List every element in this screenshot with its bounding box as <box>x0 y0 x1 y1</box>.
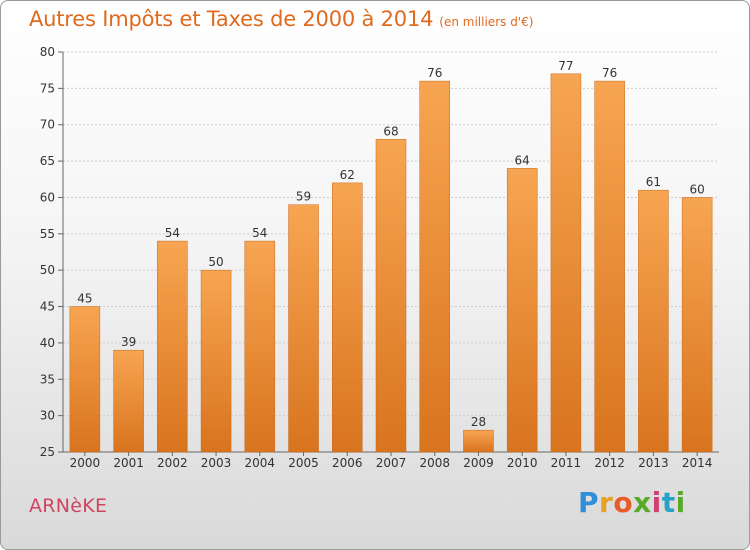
bar <box>681 197 713 453</box>
x-tick-label: 2005 <box>288 456 319 470</box>
x-tick-label: 2009 <box>463 456 494 470</box>
x-tick-label: 2004 <box>245 456 276 470</box>
data-label: 64 <box>515 153 530 167</box>
chart-unit-note: (en milliers d'€) <box>439 15 534 29</box>
x-tick-label: 2001 <box>113 456 144 470</box>
bar <box>157 240 188 453</box>
data-label: 28 <box>471 415 486 429</box>
y-tick-label: 45 <box>40 300 55 314</box>
y-tick-label: 80 <box>40 45 55 59</box>
x-tick-label: 2003 <box>201 456 232 470</box>
x-tick-label: 2010 <box>507 456 538 470</box>
data-label: 45 <box>77 292 92 306</box>
data-label: 59 <box>296 190 311 204</box>
bar <box>332 182 363 453</box>
x-tick-label: 2013 <box>638 456 669 470</box>
data-label: 50 <box>208 255 223 269</box>
y-tick-label: 70 <box>40 118 55 132</box>
x-tick-label: 2012 <box>594 456 625 470</box>
bar <box>113 349 144 453</box>
y-tick-label: 65 <box>40 154 55 168</box>
y-tick-label: 50 <box>40 263 55 277</box>
y-tick-label: 60 <box>40 190 55 204</box>
x-tick-label: 2014 <box>682 456 713 470</box>
bar <box>463 429 494 453</box>
data-label: 54 <box>252 226 267 240</box>
bar <box>506 168 538 453</box>
data-label: 68 <box>383 124 398 138</box>
x-tick-label: 2002 <box>157 456 188 470</box>
bar <box>244 240 276 453</box>
data-label: 60 <box>689 182 704 196</box>
data-label: 77 <box>558 59 573 73</box>
x-tick-label: 2007 <box>376 456 407 470</box>
bar <box>594 80 625 453</box>
bar <box>69 306 101 453</box>
y-tick-label: 55 <box>40 227 55 241</box>
bar <box>638 189 669 453</box>
x-tick-label: 2011 <box>551 456 582 470</box>
bar <box>419 80 450 453</box>
proxiti-logo: Proxiti <box>578 486 686 519</box>
y-tick-label: 25 <box>40 445 55 459</box>
bar <box>288 204 319 453</box>
y-tick-label: 40 <box>40 336 55 350</box>
y-tick-label: 30 <box>40 409 55 423</box>
chart-title-text: Autres Impôts et Taxes de 2000 à 2014 <box>29 7 434 31</box>
data-label: 62 <box>340 168 355 182</box>
bar <box>550 73 582 453</box>
chart-title: Autres Impôts et Taxes de 2000 à 2014 (en… <box>29 7 533 31</box>
x-tick-label: 2006 <box>332 456 363 470</box>
x-tick-label: 2008 <box>419 456 450 470</box>
data-label: 76 <box>602 66 617 80</box>
x-tick-label: 2000 <box>70 456 101 470</box>
data-label: 61 <box>646 175 661 189</box>
y-tick-label: 35 <box>40 372 55 386</box>
bar <box>200 269 232 453</box>
city-name: ARNèKE <box>29 495 108 517</box>
data-label: 76 <box>427 66 442 80</box>
data-label: 54 <box>165 226 180 240</box>
y-tick-label: 75 <box>40 81 55 95</box>
data-label: 39 <box>121 335 136 349</box>
bar <box>375 139 407 453</box>
